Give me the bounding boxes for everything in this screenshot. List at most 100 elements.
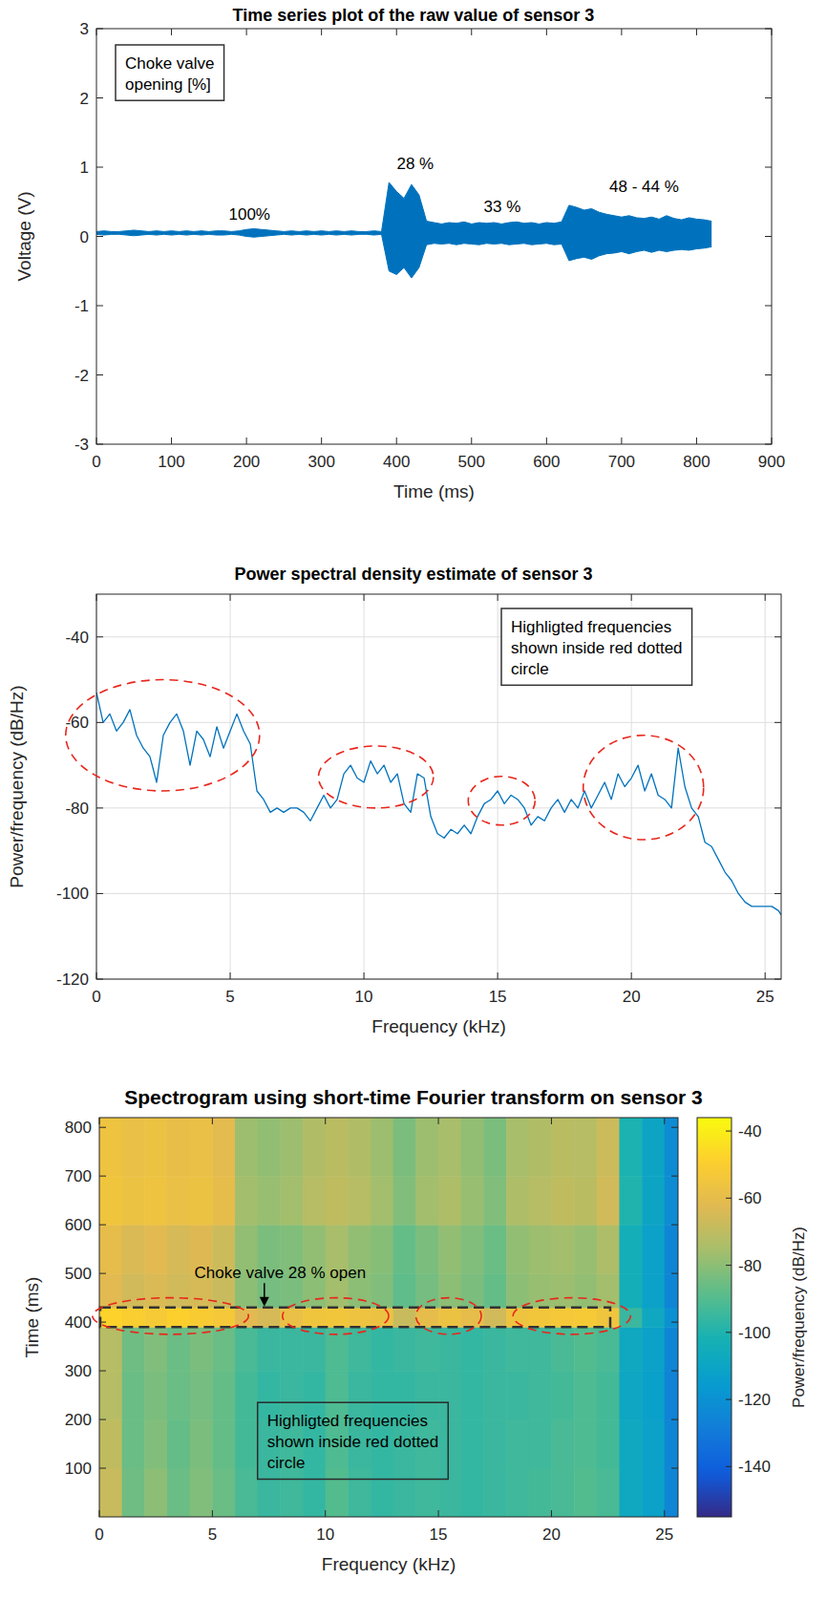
heatmap-cell	[302, 1307, 326, 1328]
heatmap-cell	[415, 1117, 439, 1177]
x-tick-label: 900	[758, 452, 785, 471]
x-tick-label: 10	[316, 1525, 335, 1544]
heatmap-cell	[461, 1467, 485, 1517]
x-tick	[363, 972, 365, 979]
x-tick	[620, 28, 622, 36]
x-tick-label: 25	[756, 987, 775, 1006]
heatmap-cell	[483, 1307, 507, 1328]
heatmap-cell	[529, 1326, 552, 1371]
heatmap-cell	[573, 1175, 597, 1225]
grid-line	[764, 593, 766, 979]
heatmap-cell	[212, 1370, 235, 1420]
y-tick	[671, 1224, 679, 1226]
x-tick	[470, 28, 472, 36]
annotation: 48 - 44 %	[609, 177, 679, 196]
psd-line	[96, 692, 782, 915]
heatmap-cell	[461, 1419, 485, 1468]
heatmap-cell	[99, 1224, 123, 1273]
heatmap-cell	[664, 1307, 679, 1328]
heatmap-cell	[99, 1326, 123, 1371]
highlights	[65, 679, 704, 840]
y-tick	[774, 806, 782, 808]
heatmap-cell	[506, 1307, 530, 1328]
heatmap-cell	[506, 1175, 530, 1225]
heatmap-cell	[144, 1419, 168, 1468]
x-tick	[497, 972, 499, 979]
heatmap-cell	[144, 1224, 168, 1273]
colorbar-tick-label: -140	[738, 1457, 771, 1476]
heatmap-cell	[506, 1224, 530, 1273]
heatmap-cell	[415, 1224, 439, 1273]
heatmap-cell	[393, 1467, 417, 1517]
y-tick	[774, 721, 782, 723]
heatmap-cell	[279, 1307, 303, 1328]
heatmap-cell	[257, 1117, 281, 1177]
colorbar-tick-label: -40	[738, 1122, 763, 1141]
x-tick	[497, 593, 499, 601]
y-tick	[99, 1224, 107, 1226]
y-tick	[96, 444, 104, 446]
heatmap-cell	[664, 1326, 679, 1371]
heatmap-cell	[618, 1370, 642, 1420]
y-tick	[99, 1175, 107, 1177]
note-text: Highligted frequencies	[510, 617, 672, 637]
figure: Time series plot of the raw value of sen…	[0, 0, 827, 1600]
heatmap-cell	[573, 1117, 597, 1177]
heatmap-cell	[325, 1175, 349, 1225]
colorbar-tick-label: -80	[738, 1256, 763, 1275]
heatmap-cell	[190, 1307, 213, 1328]
heatmap-cell	[641, 1307, 665, 1328]
heatmap-cell	[257, 1467, 281, 1517]
heatmap-cell	[370, 1224, 394, 1273]
y-tick	[764, 167, 772, 169]
colorbar-tick	[725, 1399, 732, 1400]
heatmap-cell	[257, 1175, 281, 1225]
heatmap-cell	[190, 1419, 213, 1468]
heatmap-cell	[664, 1370, 679, 1420]
heatmap-cell	[234, 1370, 258, 1420]
x-tick-label: 15	[488, 987, 508, 1006]
heatmap-cell	[596, 1175, 620, 1225]
y-tick-label: 700	[64, 1166, 92, 1186]
heatmap-cell	[596, 1419, 620, 1468]
heatmap-cell	[122, 1175, 146, 1225]
y-tick-label: -80	[64, 799, 89, 818]
y-tick	[774, 892, 782, 894]
heatmap-cell	[506, 1117, 530, 1177]
heatmap-cell	[279, 1175, 303, 1225]
x-tick-label: 25	[655, 1525, 674, 1544]
chart-title: Spectrogram using short-time Fourier tra…	[124, 1085, 703, 1108]
highlight-ellipse	[467, 776, 535, 826]
y-tick	[99, 1419, 107, 1421]
heatmap-cell	[347, 1117, 371, 1177]
heatmap-cell	[461, 1370, 485, 1420]
heatmap-cell	[664, 1117, 679, 1177]
colorbar-tick-label: -120	[738, 1390, 771, 1409]
x-tick-label: 500	[458, 452, 486, 471]
heatmap-cell	[641, 1326, 665, 1371]
x-tick-label: 0	[91, 987, 101, 1006]
heatmap-cell	[618, 1272, 642, 1308]
y-tick-label: -2	[74, 366, 89, 385]
grid-line	[230, 593, 232, 979]
note-box-frame	[115, 44, 225, 101]
highlight-ellipse	[512, 1297, 631, 1335]
y-tick-label: -120	[56, 970, 89, 989]
y-tick	[99, 1370, 107, 1372]
heatmap-cell	[438, 1419, 462, 1468]
heatmap-cell	[257, 1307, 281, 1328]
heatmap-cell	[551, 1467, 574, 1517]
heatmap-cell	[122, 1370, 146, 1420]
colorbar-tick	[725, 1331, 732, 1333]
x-tick-label: 5	[208, 1525, 217, 1544]
heatmap-cell	[144, 1467, 168, 1517]
colorbar-tick	[725, 1197, 732, 1199]
heatmap-cell	[596, 1307, 620, 1328]
y-tick	[99, 1272, 107, 1274]
x-tick	[96, 437, 98, 445]
heatmap-cell	[144, 1175, 168, 1225]
grid-line	[96, 806, 782, 808]
y-tick	[671, 1175, 679, 1177]
y-tick	[671, 1126, 679, 1128]
y-axis-title: Voltage (V)	[14, 191, 35, 282]
